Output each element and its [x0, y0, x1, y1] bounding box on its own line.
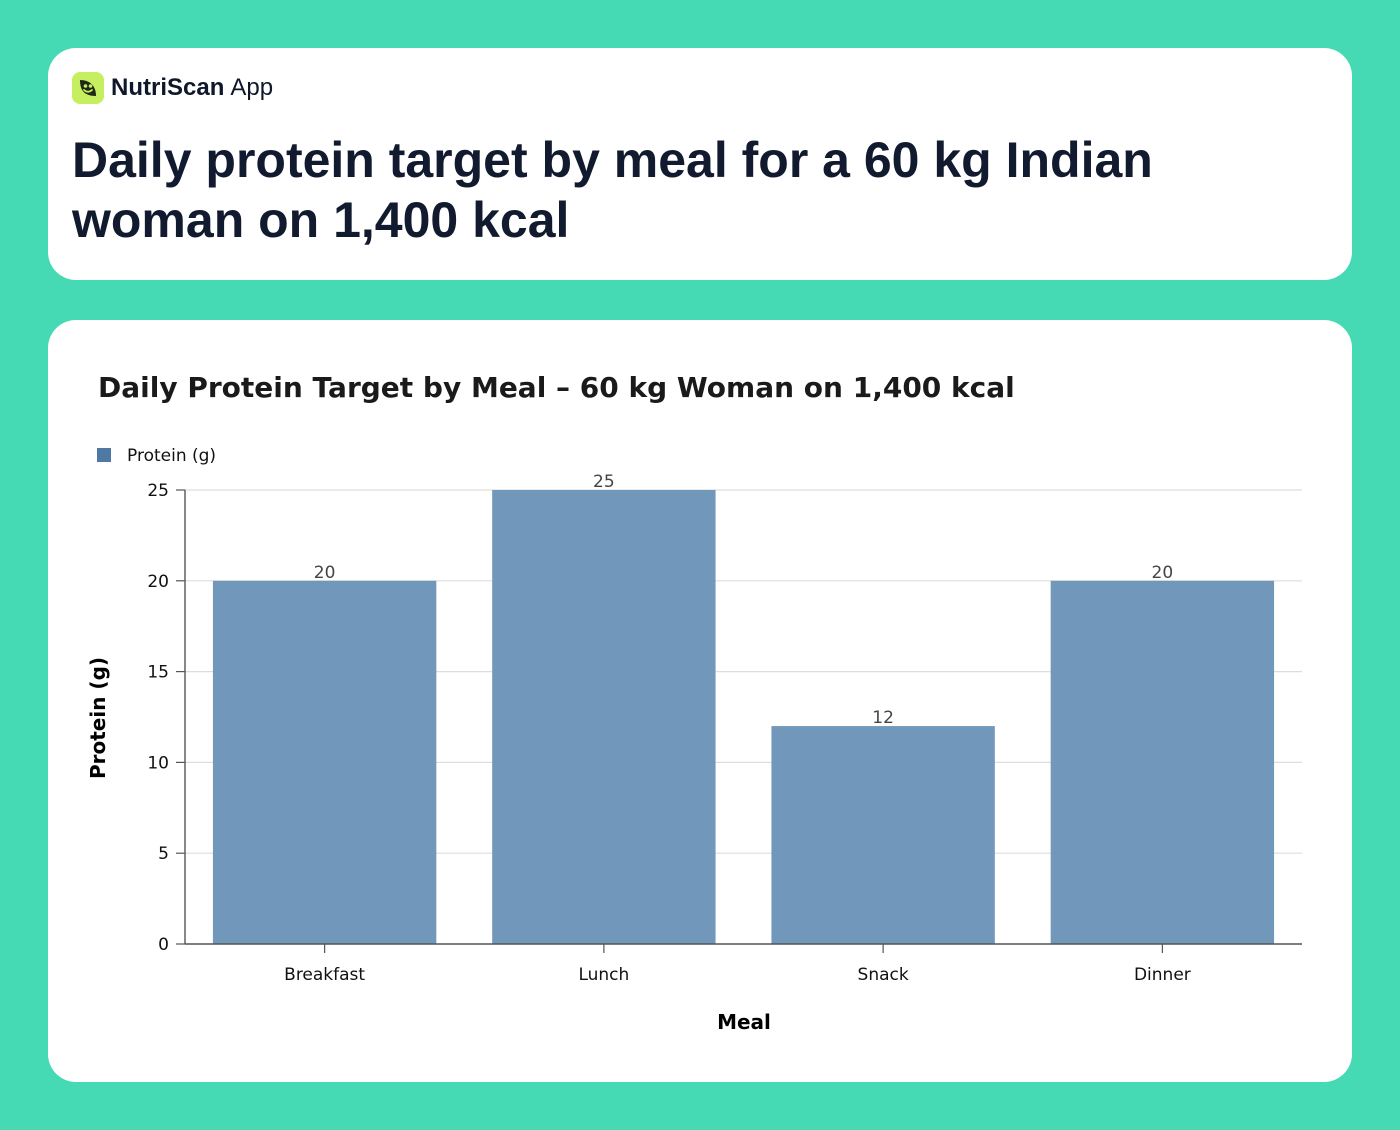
chart-title: Daily Protein Target by Meal – 60 kg Wom… — [98, 371, 1015, 404]
y-tick-label-0: 0 — [158, 935, 169, 955]
bar-breakfast — [212, 580, 437, 944]
protein-bar-chart: Daily Protein Target by Meal – 60 kg Wom… — [86, 371, 1302, 1034]
y-axis-ticks: 0 5 10 15 20 25 — [147, 481, 185, 955]
x-tick-label-dinner: Dinner — [1134, 965, 1191, 985]
x-axis-ticks: Breakfast Lunch Snack Dinner — [284, 944, 1191, 985]
x-axis-title: Meal — [717, 1010, 771, 1034]
value-label-snack: 12 — [872, 708, 894, 728]
y-tick-label-5: 5 — [158, 844, 169, 864]
x-tick-label-lunch: Lunch — [578, 965, 629, 985]
value-label-lunch: 25 — [593, 472, 615, 492]
y-tick-label-25: 25 — [147, 481, 169, 501]
x-tick-label-breakfast: Breakfast — [284, 965, 365, 985]
value-label-dinner: 20 — [1152, 563, 1174, 583]
header-card: NutriScan App Daily protein target by me… — [48, 48, 1352, 280]
bar-lunch — [492, 490, 716, 944]
y-axis-title: Protein (g) — [86, 657, 110, 779]
leaf-face-icon — [72, 72, 104, 104]
bar-dinner — [1050, 580, 1275, 944]
value-label-breakfast: 20 — [314, 563, 336, 583]
y-tick-label-15: 15 — [147, 663, 169, 683]
chart-card: Daily Protein Target by Meal – 60 kg Wom… — [48, 320, 1352, 1082]
chart-axes — [184, 490, 1302, 945]
legend-swatch — [97, 448, 111, 462]
page-headline: Daily protein target by meal for a 60 kg… — [72, 132, 1153, 248]
bar-snack — [771, 726, 995, 944]
chart-bars — [212, 490, 1275, 944]
bar-value-labels: 20 25 12 20 — [314, 472, 1173, 728]
legend-label: Protein (g) — [127, 446, 216, 466]
y-tick-label-10: 10 — [147, 753, 169, 773]
x-tick-label-snack: Snack — [858, 965, 909, 985]
y-tick-label-20: 20 — [147, 572, 169, 592]
chart-legend: Protein (g) — [97, 446, 216, 466]
brand-suffix: App — [230, 74, 274, 101]
brand: NutriScan App — [72, 72, 273, 104]
brand-name: NutriScan — [111, 74, 225, 101]
